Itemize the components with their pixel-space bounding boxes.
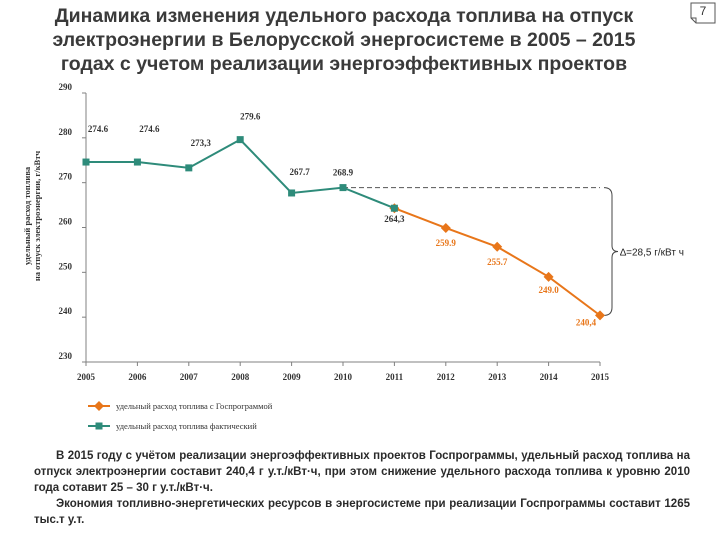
data-point-program xyxy=(492,241,503,252)
x-tick-label: 2006 xyxy=(128,372,147,382)
y-axis-title-line: на отпуск электроэнергии, г/кВтч xyxy=(32,151,42,282)
data-label: 249.0 xyxy=(538,285,559,295)
summary-note: В 2015 году с учётом реализации энергоэф… xyxy=(34,448,690,528)
summary-paragraph-1: В 2015 году с учётом реализации энергоэф… xyxy=(34,450,690,494)
data-label: 240,4 xyxy=(576,317,597,327)
x-tick-label: 2005 xyxy=(77,372,96,382)
data-label: 264,3 xyxy=(384,214,405,224)
title-line-2: электроэнергии в Белорусской энергосисте… xyxy=(52,29,636,51)
x-tick-label: 2012 xyxy=(437,372,456,382)
y-tick-label: 230 xyxy=(59,351,73,361)
x-tick-label: 2011 xyxy=(386,372,404,382)
slide-title: Динамика изменения удельного расхода топ… xyxy=(14,4,674,76)
slide-number-badge: 7 xyxy=(690,2,716,24)
x-tick-label: 2009 xyxy=(283,372,302,382)
title-line-3: годах с учетом реализации энергоэффектив… xyxy=(60,53,628,75)
data-label: 279.6 xyxy=(240,112,261,122)
data-point-actual xyxy=(236,136,244,144)
y-tick-label: 240 xyxy=(59,306,73,316)
data-point-actual xyxy=(133,158,141,166)
slide-number: 7 xyxy=(699,4,707,18)
legend-label: удельный расход топлива с Госпрограммой xyxy=(116,401,273,411)
delta-brace xyxy=(603,187,619,316)
data-point-actual xyxy=(288,189,296,197)
y-tick-label: 250 xyxy=(59,261,73,271)
data-point-program xyxy=(543,271,554,282)
x-tick-label: 2013 xyxy=(488,372,507,382)
data-point-program xyxy=(440,222,451,233)
data-point-actual xyxy=(339,184,347,192)
data-label: 268.9 xyxy=(333,168,354,178)
data-label: 274.6 xyxy=(88,124,109,134)
x-tick-label: 2007 xyxy=(180,372,199,382)
data-point-actual xyxy=(82,158,90,166)
legend-label: удельный расход топлива фактический xyxy=(116,421,257,431)
legend-marker xyxy=(94,401,104,411)
data-label: 267.7 xyxy=(289,167,310,177)
delta-annotation: ∆=28,5 г/кВт ч xyxy=(620,247,684,258)
data-label: 274.6 xyxy=(139,124,160,134)
data-point-actual xyxy=(185,164,193,172)
y-tick-label: 280 xyxy=(59,127,73,137)
y-tick-label: 260 xyxy=(59,217,73,227)
y-tick-label: 290 xyxy=(59,82,73,92)
data-point-program xyxy=(595,310,605,321)
y-tick-label: 270 xyxy=(59,172,73,182)
title-line-1: Динамика изменения удельного расхода топ… xyxy=(54,5,634,27)
data-label: 259.9 xyxy=(436,238,457,248)
y-axis-title: удельный расход топливана отпуск электро… xyxy=(22,151,42,282)
legend-marker xyxy=(95,422,103,430)
summary-paragraph-2: Экономия топливно-энергетических ресурсо… xyxy=(34,498,690,526)
data-label: 255.7 xyxy=(487,257,508,267)
x-tick-label: 2008 xyxy=(231,372,250,382)
x-tick-label: 2010 xyxy=(334,372,353,382)
chart: 230 240 250 260 270 280 290 2005 2006 2007 2008 200… xyxy=(22,82,684,431)
data-point-actual xyxy=(390,204,398,212)
x-tick-label: 2014 xyxy=(540,372,559,382)
x-tick-label: 2015 xyxy=(591,372,610,382)
data-label: 273,3 xyxy=(191,138,212,148)
y-axis-title-line: удельный расход топлива xyxy=(22,166,32,265)
